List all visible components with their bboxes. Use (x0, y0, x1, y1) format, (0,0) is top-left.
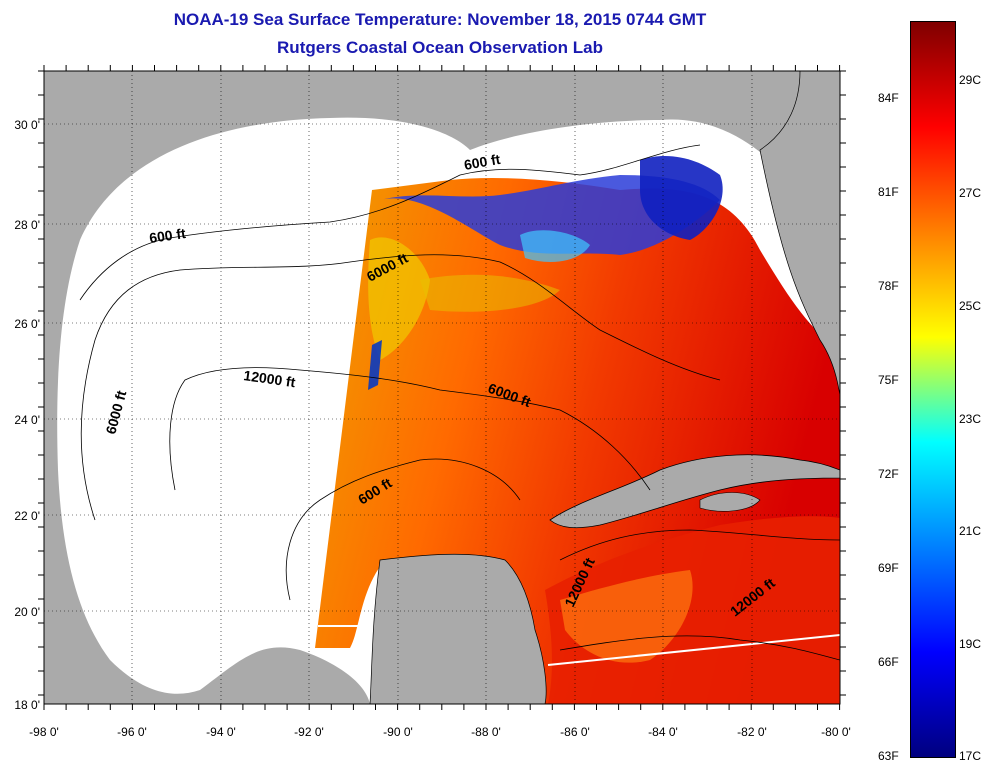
cuba (549, 454, 840, 529)
lon-tick-label: -80 0' (821, 725, 851, 739)
cold-patch-northeast (640, 155, 723, 240)
yellow-patch-west (368, 237, 430, 360)
map-title: NOAA-19 Sea Surface Temperature: Novembe… (173, 10, 707, 29)
temperature-colorbar (910, 21, 956, 758)
colorbar-label-f: 75F (878, 373, 899, 387)
colorbar-label-f: 66F (878, 655, 899, 669)
latitude-labels: 30 0' 28 0' 26 0' 24 0' 22 0' 20 0' 18 0… (14, 118, 40, 712)
colorbar-label-f: 72F (878, 467, 899, 481)
contour-label: 600 ft (463, 151, 502, 173)
lon-tick-label: -94 0' (206, 725, 236, 739)
yucatan (369, 553, 547, 704)
colorbar-label-c: 25C (959, 299, 982, 313)
lat-tick-label: 24 0' (14, 413, 40, 427)
contour-600ft (79, 144, 701, 301)
lat-tick-label: 20 0' (14, 605, 40, 619)
lon-tick-label: -92 0' (294, 725, 324, 739)
colorbar-label-f: 81F (878, 185, 899, 199)
cold-patch-cyan (520, 230, 590, 262)
colorbar-label-c: 23C (959, 412, 982, 426)
lon-tick-label: -96 0' (117, 725, 147, 739)
lat-tick-label: 18 0' (14, 698, 40, 712)
contour-caribbean (559, 529, 840, 561)
lon-tick-label: -86 0' (560, 725, 590, 739)
colorbar-label-f: 69F (878, 561, 899, 575)
colorbar-label-c: 21C (959, 524, 982, 538)
colorbar-label-f: 84F (878, 91, 899, 105)
yellow-patch-shelf (420, 274, 560, 312)
colorbar-label-c: 27C (959, 186, 982, 200)
colorbar-label-f: 78F (878, 279, 899, 293)
map-subtitle: Rutgers Coastal Ocean Observation Lab (277, 38, 603, 57)
scan-gap-line (547, 634, 840, 666)
caribbean-orange (560, 570, 693, 663)
lat-tick-label: 26 0' (14, 317, 40, 331)
lon-tick-label: -84 0' (648, 725, 678, 739)
contour-label: 12000 ft (243, 367, 297, 390)
lon-tick-label: -82 0' (737, 725, 767, 739)
lon-tick-label: -90 0' (383, 725, 413, 739)
lat-tick-label: 28 0' (14, 218, 40, 232)
contour-caribbean-south (559, 635, 840, 661)
cold-patch-north (380, 175, 720, 255)
lat-tick-label: 30 0' (14, 118, 40, 132)
colorbar-label-c: 19C (959, 637, 982, 651)
contour-600ft-yucatan (285, 458, 521, 601)
colorbar-label-f: 63F (878, 749, 899, 763)
lat-tick-label: 22 0' (14, 509, 40, 523)
longitude-labels: -98 0' -96 0' -94 0' -92 0' -90 0' -88 0… (29, 725, 851, 739)
lon-tick-label: -88 0' (471, 725, 501, 739)
colorbar-label-c: 29C (959, 73, 982, 87)
contour-6000ft-west (80, 254, 721, 521)
colorbar-label-c: 17C (959, 749, 982, 763)
florida (759, 71, 840, 396)
island (699, 492, 761, 512)
contour-label: 600 ft (148, 225, 187, 246)
graticule (44, 71, 840, 704)
lon-tick-label: -98 0' (29, 725, 59, 739)
axis-ticks (38, 65, 846, 710)
